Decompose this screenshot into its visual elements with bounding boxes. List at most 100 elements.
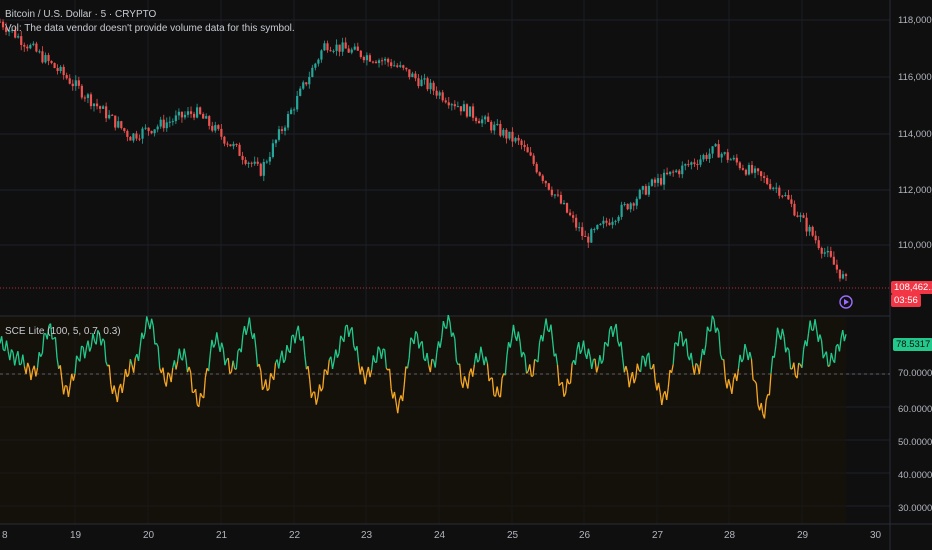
indicator-segment [793, 362, 797, 376]
candle-body [499, 123, 502, 136]
time-tick: 19 [70, 530, 82, 541]
indicator-segment [35, 367, 39, 377]
indicator-segment [545, 318, 549, 331]
indicator-segment [84, 347, 88, 359]
indicator-segment [801, 349, 805, 368]
indicator-segment [760, 402, 764, 414]
candle-body [778, 187, 781, 196]
candle-body [829, 250, 832, 257]
indicator-segment [14, 356, 17, 366]
indicator-segment [496, 386, 500, 396]
price-tick: 110,000.00 [898, 240, 932, 251]
candle-body [326, 43, 329, 51]
candle-body [602, 220, 605, 224]
indicator-segment [346, 324, 350, 337]
candle-body [144, 127, 147, 129]
indicator-segment [227, 358, 231, 374]
indicator-segment [602, 342, 606, 361]
candle-body [244, 159, 247, 164]
candle-body [259, 163, 262, 176]
candle-body [817, 240, 820, 249]
candle-body [20, 36, 23, 45]
candle-body [223, 136, 226, 144]
indicator-segment [716, 327, 720, 333]
candle-body [299, 88, 302, 96]
indicator-segment [556, 364, 560, 386]
candle-body [293, 109, 296, 111]
candle-body [265, 161, 268, 163]
indicator-segment [222, 349, 226, 366]
candle-body [235, 143, 238, 145]
indicator-segment [700, 348, 704, 361]
indicator-segment [97, 330, 101, 334]
candle-body [781, 195, 784, 197]
indicator-segment [133, 358, 136, 373]
indicator-segment [5, 340, 9, 352]
candle-body [171, 121, 174, 123]
candle-body [511, 131, 514, 142]
candle-body [365, 55, 369, 61]
indicator-segment [56, 357, 60, 369]
candle-body [775, 187, 778, 189]
candle-body [520, 140, 523, 145]
indicator-segment [475, 352, 479, 363]
candle-body [368, 55, 372, 62]
candle-body [344, 42, 347, 49]
indicator-segment [731, 379, 735, 394]
indicator-segment [445, 314, 449, 329]
indicator-segment [188, 366, 192, 373]
indicator-segment [304, 355, 308, 370]
candle-body [390, 62, 393, 66]
candle-body [505, 129, 508, 139]
candle-body [150, 130, 153, 134]
indicator-segment [633, 377, 637, 384]
indicator-segment [369, 369, 373, 378]
replay-icon[interactable] [839, 295, 853, 309]
indicator-segment [54, 337, 58, 359]
indicator-segment [216, 332, 220, 343]
indicator-segment [750, 358, 754, 380]
symbol-title[interactable]: Bitcoin / U.S. Dollar · 5 · CRYPTO [5, 9, 157, 20]
indicator-segment [542, 328, 546, 342]
indicator-segment [102, 338, 105, 342]
candle-body [274, 139, 278, 144]
indicator-segment [641, 355, 645, 358]
candle-body [202, 113, 205, 119]
indicator-segment [816, 329, 819, 342]
indicator-segment [393, 391, 397, 403]
candle-body [432, 82, 435, 91]
candle-body [835, 264, 839, 270]
candle-body [629, 203, 632, 210]
indicator-segment [356, 346, 360, 363]
candle-body [656, 178, 660, 183]
candle-body [214, 125, 217, 131]
indicator-segment [178, 348, 182, 359]
indicator-segment [783, 336, 787, 353]
indicator-segment [309, 379, 312, 398]
candle-body [253, 161, 256, 164]
candle-body [11, 29, 14, 31]
candle-body [77, 80, 80, 86]
candle-body [329, 50, 332, 52]
candle-body [623, 203, 626, 205]
indicator-segment [371, 355, 374, 371]
indicator-segment [682, 341, 686, 347]
candle-body [256, 161, 259, 164]
indicator-segment [175, 361, 179, 370]
indicator-segment [377, 346, 381, 350]
candle-body [535, 163, 538, 173]
candle-body [283, 127, 287, 131]
candle-body [484, 116, 487, 120]
indicator-segment [67, 385, 71, 398]
indicator-segment [221, 342, 224, 350]
indicator-title[interactable]: SCE Lite (100, 5, 0.7, 0.3) [5, 326, 121, 337]
indicator-segment [69, 373, 73, 386]
price-tick: 118,000.00 [898, 15, 932, 26]
candle-body [711, 146, 714, 154]
indicator-segment [622, 358, 625, 373]
candle-body [332, 50, 335, 52]
candle-body [335, 44, 338, 51]
candle-body [117, 121, 120, 128]
indicator-segment [139, 332, 143, 347]
